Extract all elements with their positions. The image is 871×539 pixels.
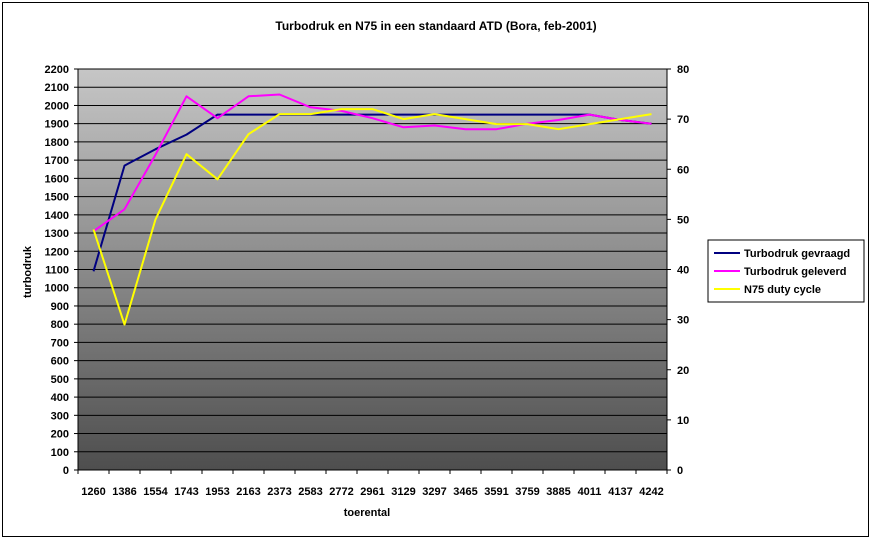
y2-tick-label-7: 70 bbox=[677, 114, 689, 126]
y-tick-label-7: 700 bbox=[51, 337, 69, 349]
x-tick-label-16: 4011 bbox=[578, 486, 602, 498]
x-tick-label-9: 2961 bbox=[360, 486, 384, 498]
y-tick-label-10: 1000 bbox=[45, 283, 69, 295]
y-tick-label-2: 200 bbox=[51, 429, 69, 441]
y-tick-label-18: 1800 bbox=[45, 137, 69, 149]
y-tick-label-3: 300 bbox=[51, 410, 69, 422]
series-line-1 bbox=[92, 93, 652, 233]
x-tick-label-17: 4137 bbox=[608, 486, 632, 498]
y-tick-label-14: 1400 bbox=[45, 210, 69, 222]
legend-label-geleverd: Turbodruk geleverd bbox=[744, 266, 846, 278]
y-tick-label-8: 800 bbox=[51, 319, 69, 331]
y2-tick-label-3: 30 bbox=[677, 315, 689, 327]
y2-tick-label-0: 0 bbox=[677, 465, 683, 477]
series-lines bbox=[92, 93, 652, 326]
y2-tick-label-8: 80 bbox=[677, 64, 689, 76]
x-tick-label-2: 1554 bbox=[143, 486, 168, 498]
x-tick-label-0: 1260 bbox=[81, 486, 105, 498]
x-tick-label-10: 3129 bbox=[391, 486, 415, 498]
y-tick-label-19: 1900 bbox=[45, 119, 69, 131]
gridlines bbox=[78, 68, 667, 453]
legend: Turbodruk gevraagd Turbodruk geleverd N7… bbox=[707, 239, 865, 303]
y-axis-label: turbodruk bbox=[22, 245, 34, 298]
y2-tick-label-5: 50 bbox=[677, 214, 689, 226]
series-line-0 bbox=[92, 113, 652, 272]
x-tick-label-7: 2583 bbox=[298, 486, 322, 498]
axes: 0100200300400500600700800900100011001200… bbox=[45, 64, 690, 498]
y-tick-label-17: 1700 bbox=[45, 155, 69, 167]
chart-title: Turbodruk en N75 in een standaard ATD (B… bbox=[275, 19, 596, 33]
y-tick-label-12: 1200 bbox=[45, 246, 69, 258]
x-tick-label-5: 2163 bbox=[236, 486, 260, 498]
y2-tick-label-4: 40 bbox=[677, 265, 689, 277]
x-tick-label-12: 3465 bbox=[453, 486, 477, 498]
x-tick-label-6: 2373 bbox=[267, 486, 291, 498]
y-tick-label-22: 2200 bbox=[45, 64, 69, 76]
y-tick-label-20: 2000 bbox=[45, 100, 69, 112]
x-tick-label-18: 4242 bbox=[639, 486, 663, 498]
y-tick-label-9: 900 bbox=[51, 301, 69, 313]
legend-label-n75: N75 duty cycle bbox=[744, 284, 821, 296]
y2-tick-label-2: 20 bbox=[677, 365, 689, 377]
y-tick-label-13: 1300 bbox=[45, 228, 69, 240]
series-line-2 bbox=[92, 108, 652, 326]
y2-tick-label-1: 10 bbox=[677, 415, 689, 427]
x-tick-label-8: 2772 bbox=[329, 486, 353, 498]
y-tick-label-6: 600 bbox=[51, 356, 69, 368]
x-tick-label-11: 3297 bbox=[422, 486, 446, 498]
y-tick-label-1: 100 bbox=[51, 447, 69, 459]
legend-label-gevraagd: Turbodruk gevraagd bbox=[744, 248, 850, 260]
x-tick-label-4: 1953 bbox=[205, 486, 229, 498]
y-tick-label-16: 1600 bbox=[45, 173, 69, 185]
y-tick-label-0: 0 bbox=[63, 465, 69, 477]
y2-tick-label-6: 60 bbox=[677, 164, 689, 176]
x-tick-label-3: 1743 bbox=[174, 486, 198, 498]
x-axis-label: toerental bbox=[344, 507, 390, 519]
y-tick-label-5: 500 bbox=[51, 374, 69, 386]
x-tick-label-14: 3759 bbox=[515, 486, 539, 498]
y-tick-label-4: 400 bbox=[51, 392, 69, 404]
x-tick-label-15: 3885 bbox=[546, 486, 570, 498]
x-tick-label-13: 3591 bbox=[484, 486, 508, 498]
y-tick-label-21: 2100 bbox=[45, 82, 69, 94]
y-tick-label-15: 1500 bbox=[45, 192, 69, 204]
x-tick-label-1: 1386 bbox=[112, 486, 136, 498]
y-tick-label-11: 1100 bbox=[45, 265, 69, 277]
